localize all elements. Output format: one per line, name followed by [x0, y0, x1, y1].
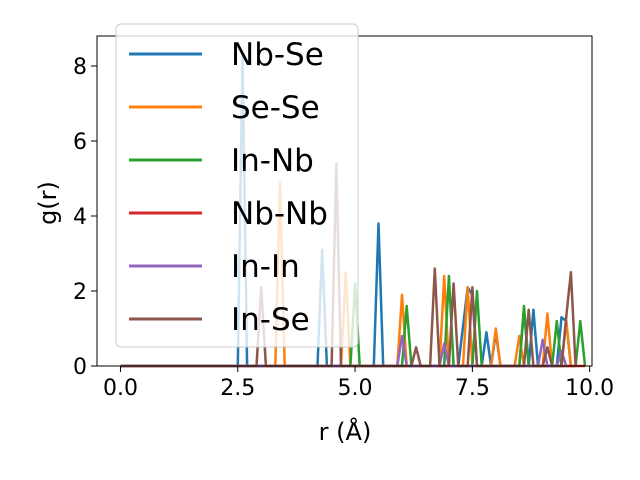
x-tick-label: 7.5 [455, 376, 490, 401]
y-axis-label: g(r) [34, 181, 62, 225]
x-tick-label: 10.0 [565, 376, 614, 401]
y-tick-label: 0 [73, 355, 87, 380]
x-tick-label: 0.0 [103, 376, 138, 401]
legend-label-se-se: Se-Se [231, 90, 320, 126]
legend-label-nb-se: Nb-Se [231, 37, 324, 73]
legend-label-in-in: In-In [231, 249, 300, 285]
ticks-layer: 0.0 2.5 5.0 7.5 10.0 0 2 4 6 8 [73, 55, 614, 401]
legend-label-nb-nb: Nb-Nb [231, 196, 328, 232]
y-tick-label: 4 [73, 205, 87, 230]
y-tick-label: 6 [73, 130, 87, 155]
x-tick-label: 5.0 [338, 376, 373, 401]
legend: Nb-Se Se-Se In-Nb Nb-Nb In-In In-Se [115, 23, 359, 348]
x-axis-label: r (Å) [319, 417, 372, 446]
legend-label-in-se: In-Se [231, 302, 310, 338]
legend-label-in-nb: In-Nb [231, 143, 314, 179]
y-tick-label: 2 [73, 280, 87, 305]
x-tick-label: 2.5 [220, 376, 255, 401]
y-tick-label: 8 [73, 55, 87, 80]
